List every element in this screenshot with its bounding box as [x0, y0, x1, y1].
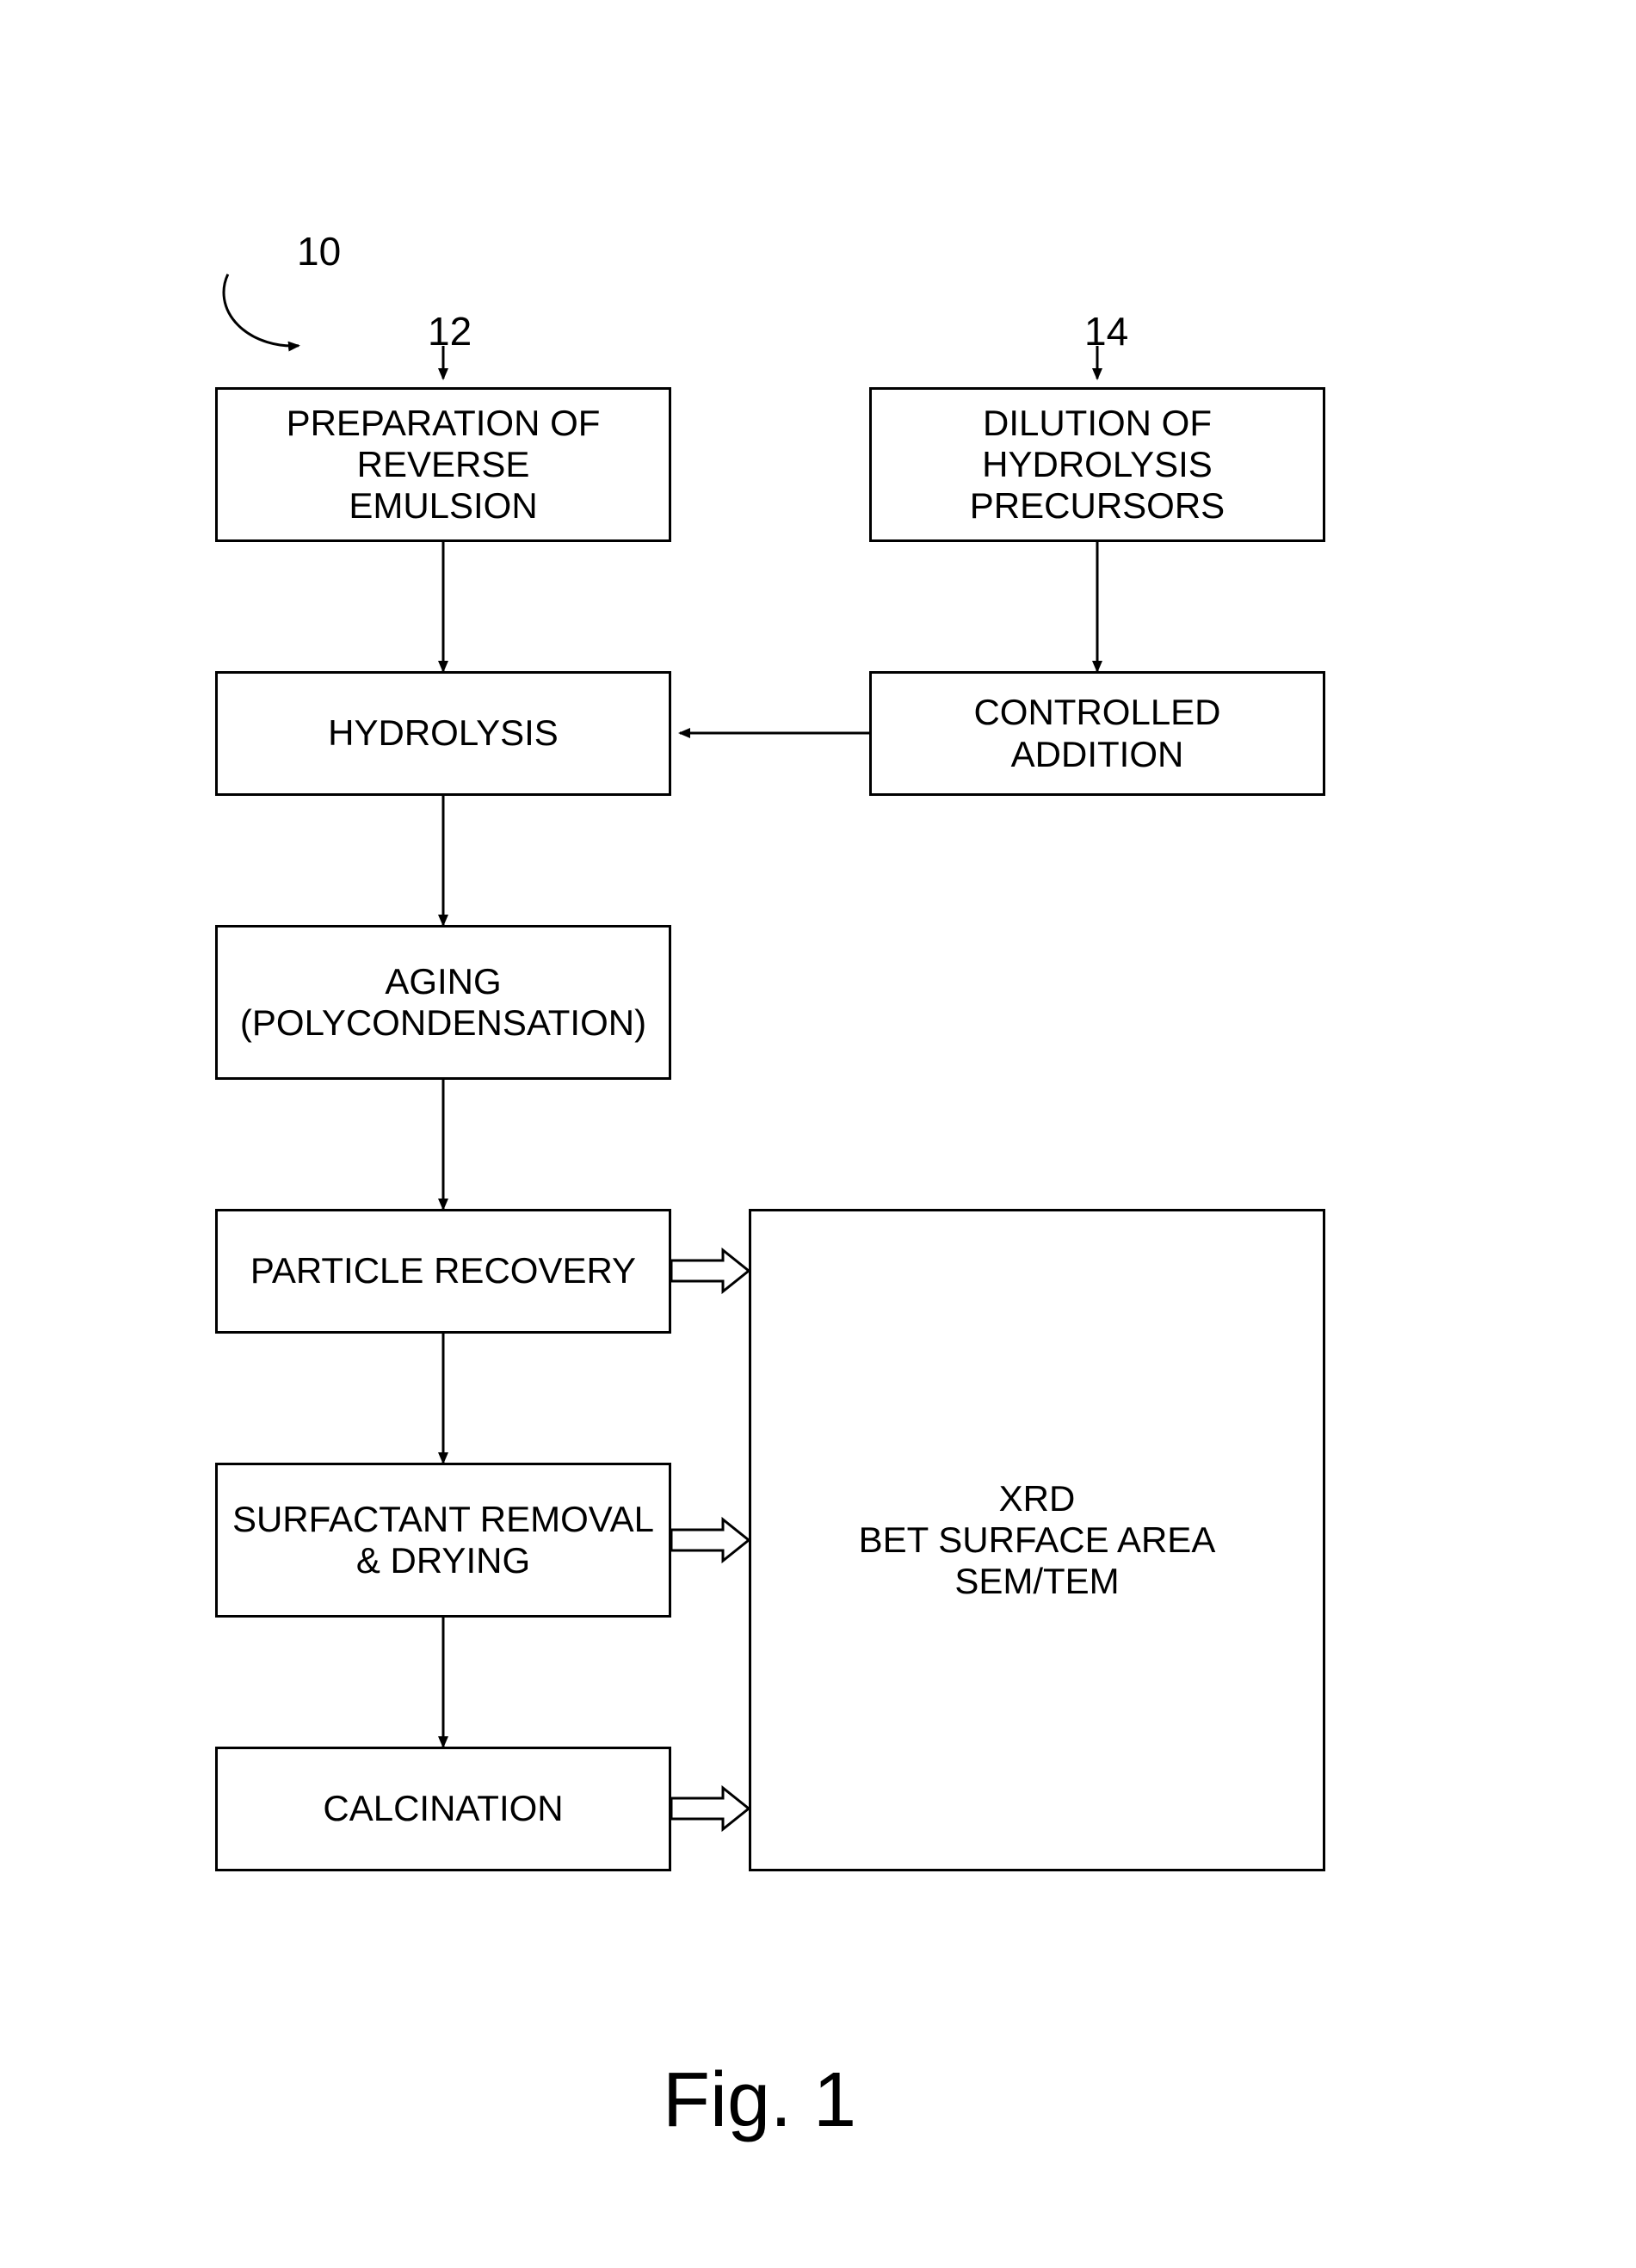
node-n14: DILUTION OF HYDROLYSISPRECURSORS — [869, 387, 1325, 542]
node-nParticle: PARTICLE RECOVERY — [215, 1209, 671, 1334]
node-nControlled: CONTROLLEDADDITION — [869, 671, 1325, 796]
node-nHydrolysis: HYDROLYSIS — [215, 671, 671, 796]
ref-label-l14: 14 — [1084, 308, 1128, 354]
hollow-arrow-2 — [671, 1788, 749, 1829]
node-nSurfactant: SURFACTANT REMOVAL& DRYING — [215, 1463, 671, 1618]
node-nCalcination-label: CALCINATION — [323, 1788, 563, 1829]
node-n14-label: DILUTION OF HYDROLYSISPRECURSORS — [879, 403, 1316, 527]
hollow-arrow-1 — [671, 1519, 749, 1561]
node-nHydrolysis-label: HYDROLYSIS — [328, 712, 559, 754]
ref-label-l12: 12 — [428, 308, 472, 354]
ref-label-l10: 10 — [297, 228, 341, 274]
node-nAging: AGING(POLYCONDENSATION) — [215, 925, 671, 1080]
figure-label: Fig. 1 — [663, 2056, 856, 2145]
node-nXRD: XRDBET SURFACE AREASEM/TEM — [749, 1209, 1325, 1871]
node-n12: PREPARATION OF REVERSEEMULSION — [215, 387, 671, 542]
node-nParticle-label: PARTICLE RECOVERY — [250, 1250, 636, 1291]
node-nXRD-label: XRDBET SURFACE AREASEM/TEM — [859, 1478, 1216, 1603]
node-nControlled-label: CONTROLLEDADDITION — [973, 692, 1220, 775]
node-nSurfactant-label: SURFACTANT REMOVAL& DRYING — [232, 1499, 654, 1582]
pointer-arc-10 — [224, 274, 299, 346]
node-n12-label: PREPARATION OF REVERSEEMULSION — [225, 403, 662, 527]
hollow-arrow-0 — [671, 1250, 749, 1291]
node-nAging-label: AGING(POLYCONDENSATION) — [240, 961, 646, 1045]
node-nCalcination: CALCINATION — [215, 1747, 671, 1871]
